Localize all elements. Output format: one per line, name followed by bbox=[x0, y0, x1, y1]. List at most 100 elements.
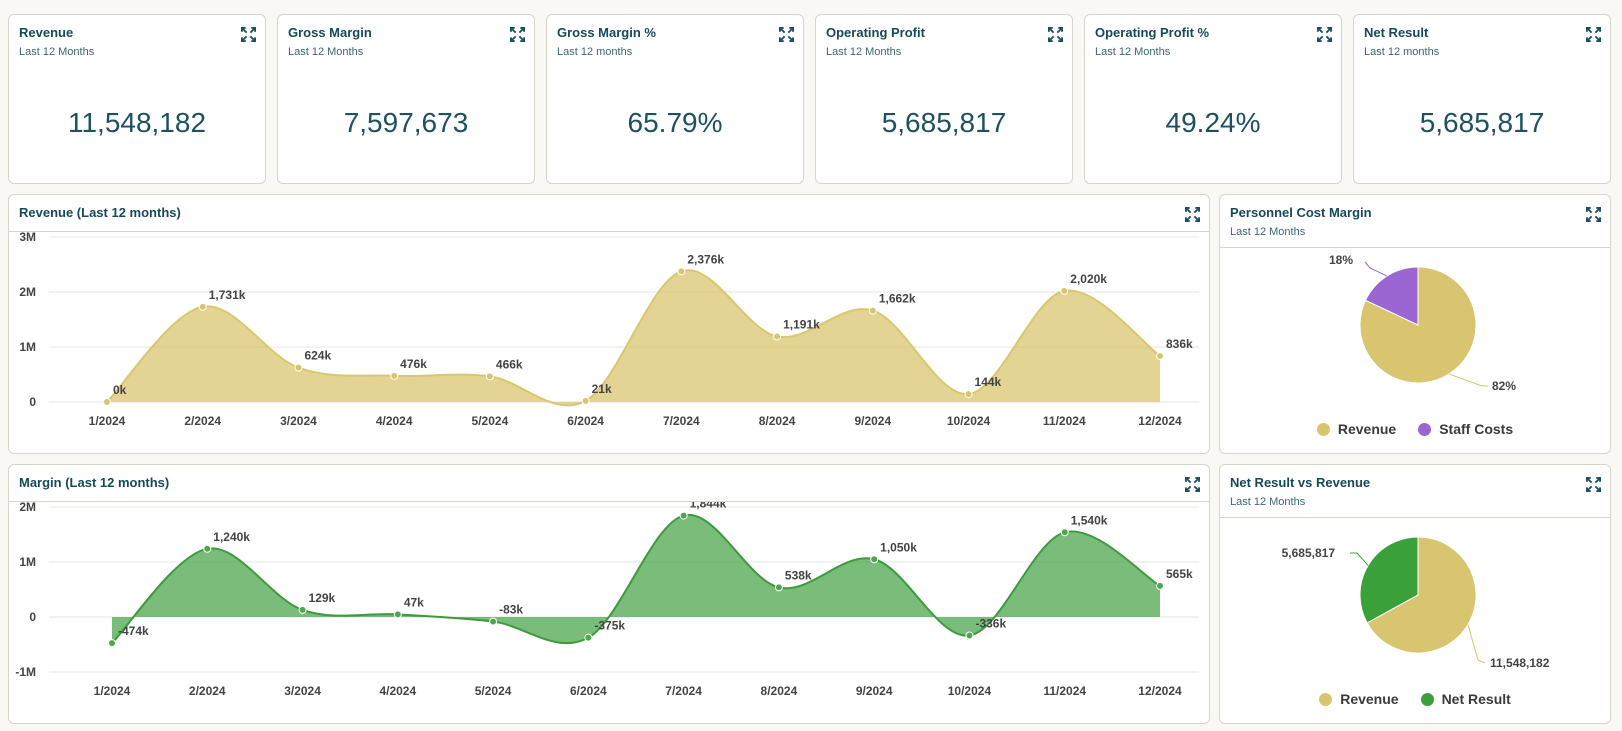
kpi-subtitle: Last 12 Months bbox=[19, 46, 95, 58]
net-vs-revenue-card: Net Result vs Revenue Last 12 Months 11,… bbox=[1219, 464, 1611, 724]
pie-slice-label: 5,685,817 bbox=[1282, 546, 1336, 560]
pie-leader-line bbox=[1364, 261, 1388, 277]
chart-title: Revenue (Last 12 months) bbox=[19, 205, 181, 220]
x-tick-label: 2/2024 bbox=[184, 414, 221, 428]
x-tick-label: 12/2024 bbox=[1138, 414, 1182, 428]
data-point bbox=[108, 639, 116, 648]
y-tick-label: 3M bbox=[19, 232, 36, 244]
expand-icon[interactable] bbox=[241, 27, 256, 42]
data-label: 1,050k bbox=[880, 540, 917, 554]
pie-slice bbox=[1359, 536, 1419, 624]
data-label: -336k bbox=[975, 616, 1006, 630]
data-label: 0k bbox=[113, 383, 127, 397]
chart-subtitle: Last 12 Months bbox=[1230, 226, 1306, 238]
data-label: 47k bbox=[404, 595, 424, 609]
data-label: 1,240k bbox=[213, 530, 250, 544]
data-point bbox=[773, 332, 782, 341]
x-tick-label: 10/2024 bbox=[948, 684, 992, 698]
x-tick-label: 7/2024 bbox=[663, 414, 700, 428]
kpi-title: Gross Margin bbox=[288, 25, 372, 40]
kpi-title: Net Result bbox=[1364, 25, 1429, 40]
legend-label: Staff Costs bbox=[1439, 421, 1514, 437]
x-tick-label: 8/2024 bbox=[761, 684, 798, 698]
x-tick-label: 6/2024 bbox=[567, 414, 604, 428]
data-label: -474k bbox=[118, 624, 149, 638]
data-point bbox=[679, 511, 688, 520]
chart-title: Net Result vs Revenue bbox=[1230, 475, 1371, 490]
data-point bbox=[1156, 581, 1164, 590]
kpi-subtitle: Last 12 Months bbox=[826, 46, 902, 58]
area-fill bbox=[107, 270, 1160, 406]
chart-header-divider bbox=[9, 501, 1209, 502]
y-tick-label: 0 bbox=[29, 610, 36, 624]
kpi-title: Revenue bbox=[19, 25, 74, 40]
x-tick-label: 9/2024 bbox=[856, 684, 893, 698]
kpi-value: 65.79% bbox=[627, 107, 723, 138]
data-point bbox=[584, 633, 593, 642]
kpi-card: Operating Profit % Last 12 Months 49.24% bbox=[1084, 14, 1342, 184]
chart-header-divider bbox=[9, 231, 1209, 232]
expand-icon[interactable] bbox=[1586, 477, 1601, 492]
x-tick-label: 11/2024 bbox=[1043, 684, 1086, 698]
data-label: 565k bbox=[1166, 567, 1193, 581]
data-point bbox=[390, 371, 399, 380]
legend-swatch bbox=[1319, 692, 1333, 706]
expand-icon[interactable] bbox=[1185, 207, 1200, 222]
data-label: 1,662k bbox=[879, 292, 916, 306]
x-tick-label: 1/2024 bbox=[94, 684, 131, 698]
kpi-card: Net Result Last 12 months 5,685,817 bbox=[1353, 14, 1611, 184]
data-label: 2,376k bbox=[687, 252, 724, 266]
data-label: 538k bbox=[785, 568, 812, 582]
data-point bbox=[489, 617, 498, 626]
x-tick-label: 11/2024 bbox=[1043, 414, 1086, 428]
legend-swatch bbox=[1316, 422, 1330, 436]
data-point bbox=[774, 583, 783, 592]
chart-subtitle: Last 12 Months bbox=[1230, 496, 1306, 508]
x-tick-label: 4/2024 bbox=[379, 684, 416, 698]
legend-label: Revenue bbox=[1340, 691, 1399, 707]
data-point bbox=[103, 398, 111, 406]
data-label: 1,844k bbox=[690, 502, 727, 511]
chart-header-divider bbox=[1220, 517, 1610, 518]
expand-icon[interactable] bbox=[510, 27, 525, 42]
y-tick-label: 0 bbox=[29, 395, 36, 409]
x-tick-label: 10/2024 bbox=[947, 414, 991, 428]
data-label: 836k bbox=[1166, 337, 1193, 351]
expand-icon[interactable] bbox=[1317, 27, 1332, 42]
data-label: 1,540k bbox=[1071, 513, 1108, 527]
data-label: 624k bbox=[304, 349, 331, 363]
expand-icon[interactable] bbox=[1586, 27, 1601, 42]
kpi-card: Revenue Last 12 Months 11,548,182 bbox=[8, 14, 266, 184]
legend-item[interactable]: Revenue bbox=[1319, 691, 1399, 707]
expand-icon[interactable] bbox=[1185, 477, 1200, 492]
data-label: -83k bbox=[499, 603, 523, 617]
y-tick-label: 1M bbox=[19, 555, 36, 569]
data-label: 1,191k bbox=[783, 317, 820, 331]
expand-icon[interactable] bbox=[1048, 27, 1063, 42]
legend-item[interactable]: Net Result bbox=[1420, 691, 1511, 707]
data-point bbox=[677, 267, 686, 276]
area-fill bbox=[112, 514, 1160, 644]
pie-slice-label: 11,548,182 bbox=[1490, 656, 1550, 670]
kpi-value: 7,597,673 bbox=[343, 107, 469, 138]
pie-slice-label: 82% bbox=[1492, 379, 1516, 393]
data-point bbox=[870, 555, 879, 564]
kpi-subtitle: Last 12 Months bbox=[288, 46, 364, 58]
net-result-pie-chart: 11,548,182 5,685,817 bbox=[1282, 536, 1550, 670]
kpi-title: Gross Margin % bbox=[557, 25, 656, 40]
data-point bbox=[581, 396, 590, 405]
kpi-card: Gross Margin % Last 12 months 65.79% bbox=[546, 14, 804, 184]
area-line bbox=[111, 514, 1161, 644]
data-label: -375k bbox=[594, 619, 625, 633]
kpi-value: 49.24% bbox=[1165, 107, 1261, 138]
kpi-subtitle: Last 12 Months bbox=[1095, 46, 1171, 58]
legend-label: Net Result bbox=[1441, 691, 1511, 707]
expand-icon[interactable] bbox=[1586, 207, 1601, 222]
expand-icon[interactable] bbox=[779, 27, 794, 42]
legend-item[interactable]: Revenue bbox=[1316, 421, 1396, 437]
chart-title: Personnel Cost Margin bbox=[1230, 205, 1372, 220]
legend-item[interactable]: Staff Costs bbox=[1418, 421, 1513, 437]
data-point bbox=[964, 390, 973, 399]
chart-title: Margin (Last 12 months) bbox=[19, 475, 170, 490]
data-label: 144k bbox=[975, 375, 1002, 389]
